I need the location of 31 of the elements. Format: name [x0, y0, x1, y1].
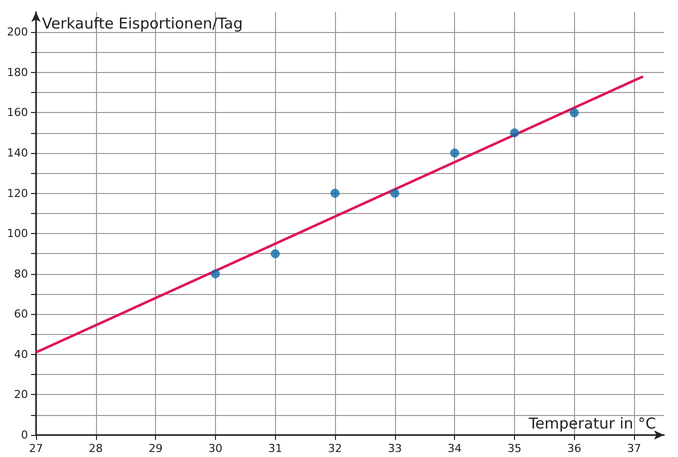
x-tick-label: 36 — [567, 442, 582, 455]
y-tick-label: 140 — [7, 146, 28, 160]
y-tick-label: 160 — [7, 106, 28, 120]
y-tick-label: 120 — [7, 186, 28, 200]
x-tick-label: 32 — [328, 442, 342, 455]
y-axis-title: Verkaufte Eisportionen/Tag — [42, 14, 243, 32]
y-tick-label: 20 — [14, 388, 28, 402]
point — [450, 148, 460, 158]
x-tick-label: 30 — [208, 442, 222, 455]
point — [210, 269, 220, 278]
point — [510, 128, 519, 138]
y-tick-label: 80 — [14, 267, 28, 280]
y-tick-label: 60 — [14, 308, 28, 321]
x-tick-label: 29 — [148, 442, 163, 455]
x-tick-label: 31 — [268, 442, 282, 455]
point — [570, 108, 579, 118]
x-tick-label: 27 — [29, 442, 43, 455]
y-tick-label: 180 — [7, 66, 28, 79]
point — [330, 188, 340, 198]
point — [390, 188, 400, 198]
x-tick-label: 33 — [388, 442, 402, 455]
x-tick-label: 37 — [627, 442, 642, 455]
x-tick-label: 35 — [507, 442, 522, 455]
y-tick-label: 40 — [14, 348, 28, 361]
y-tick-label: 200 — [7, 26, 28, 39]
y-tick-label: 0 — [21, 428, 28, 442]
x-tick-label: 34 — [448, 442, 462, 455]
y-tick-label: 100 — [7, 227, 28, 240]
point — [270, 249, 280, 258]
x-axis-title: Temperatur in °C — [528, 414, 656, 432]
x-tick-label: 28 — [88, 442, 103, 455]
